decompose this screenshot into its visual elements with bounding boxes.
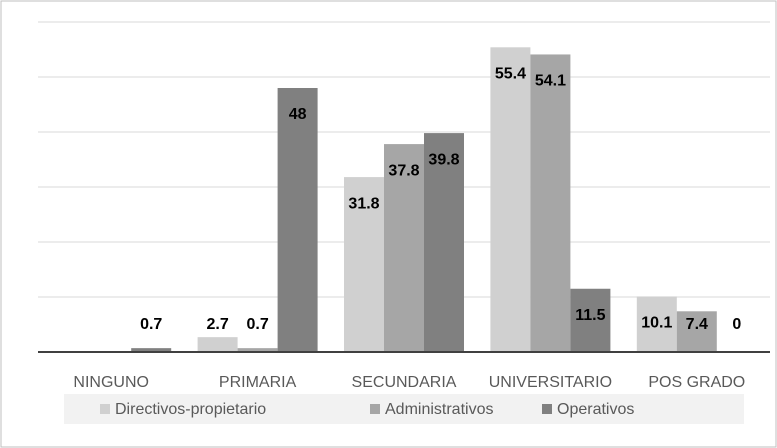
x-tick-label: PRIMARIA [219, 374, 297, 391]
data-label: 37.8 [388, 162, 419, 179]
bar [570, 288, 611, 352]
data-label: 0.7 [246, 316, 268, 333]
legend-label: Directivos-propietario [115, 401, 266, 418]
bar [490, 47, 531, 353]
data-label: 54.1 [535, 73, 566, 90]
legend-swatch [100, 404, 110, 414]
legend-label: Operativos [557, 401, 634, 418]
legend-box [64, 394, 744, 424]
data-label: 39.8 [428, 151, 459, 168]
data-label: 31.8 [348, 195, 379, 212]
x-tick-label: NINGUNO [73, 374, 149, 391]
legend-label: Administrativos [385, 401, 493, 418]
bar [384, 144, 424, 352]
data-label: 2.7 [206, 316, 228, 333]
bar [237, 348, 278, 352]
x-tick-label: SECUNDARIA [352, 374, 457, 391]
data-label: 48 [289, 106, 307, 123]
bar [676, 311, 717, 352]
data-label: 7.4 [686, 316, 708, 333]
legend-swatch [370, 404, 380, 414]
data-label: 11.5 [575, 307, 605, 324]
data-label: 55.4 [495, 66, 526, 83]
x-tick-label: UNIVERSITARIO [489, 374, 612, 391]
bar [344, 177, 384, 352]
x-tick-label: POS GRADO [648, 374, 745, 391]
bar [530, 54, 571, 352]
bar [131, 348, 172, 352]
bar [424, 133, 464, 352]
data-label: 10.1 [641, 315, 672, 332]
bar [197, 337, 238, 352]
data-label: 0 [732, 316, 741, 333]
legend-swatch [542, 404, 552, 414]
bar [636, 296, 677, 352]
bar [277, 88, 318, 352]
data-label: 0.7 [140, 316, 162, 333]
